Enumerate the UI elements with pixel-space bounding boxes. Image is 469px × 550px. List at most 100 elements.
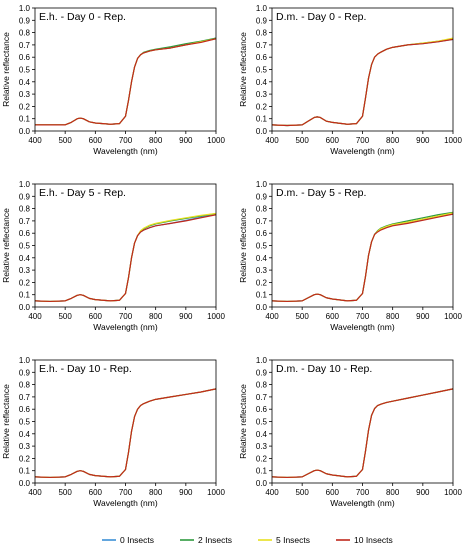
y-tick-label: 0.9	[256, 16, 268, 25]
y-tick-label: 0.5	[19, 242, 31, 251]
panel-title: D.m. - Day 0 - Rep.	[276, 11, 366, 23]
chart-panel: D.m. - Day 5 - Rep. 400 500 600 700 800 900 100…	[238, 180, 462, 332]
y-tick-label: 0.9	[19, 192, 31, 201]
series-line	[271, 388, 454, 479]
legend-item: 2 Insects	[180, 535, 232, 545]
y-tick-label: 0.9	[19, 368, 31, 377]
plot-frame	[34, 7, 217, 132]
y-tick-label: 1.0	[19, 356, 31, 365]
y-tick-label: 0.9	[19, 16, 31, 25]
y-tick-label: 0.2	[256, 454, 268, 463]
y-tick-label: 0.1	[19, 115, 31, 124]
y-tick-label: 0.4	[256, 430, 268, 439]
x-axis-label: Wavelength (nm)	[330, 498, 395, 508]
panel-title: E.h. - Day 5 - Rep.	[39, 187, 126, 199]
y-tick-label: 1.0	[19, 4, 31, 13]
series-line	[271, 37, 454, 127]
y-tick-label: 0.8	[256, 381, 268, 390]
x-tick-label: 900	[179, 312, 193, 321]
x-tick-label: 600	[326, 488, 340, 497]
series-line	[271, 388, 454, 479]
x-tick-label: 700	[356, 136, 370, 145]
x-tick-label: 400	[28, 136, 42, 145]
x-tick-label: 700	[119, 136, 133, 145]
y-tick-label: 0.0	[19, 479, 31, 488]
y-tick-label: 0.8	[256, 29, 268, 38]
y-tick-label: 0.0	[256, 479, 268, 488]
series-line	[35, 37, 217, 126]
plot-frame	[34, 359, 217, 484]
x-axis-label: Wavelength (nm)	[330, 322, 395, 332]
y-tick-label: 0.6	[19, 229, 31, 238]
series-line	[271, 213, 454, 303]
series-line	[34, 213, 217, 303]
x-tick-label: 1000	[444, 136, 462, 145]
x-tick-label: 700	[119, 488, 133, 497]
panel-title: D.m. - Day 10 - Rep.	[276, 363, 372, 375]
x-tick-label: 800	[149, 136, 163, 145]
x-tick-label: 1000	[444, 488, 462, 497]
y-tick-label: 0.4	[19, 254, 31, 263]
y-tick-label: 0.5	[19, 418, 31, 427]
x-tick-label: 400	[28, 312, 42, 321]
y-axis-label: Relative reflectance	[1, 384, 11, 459]
plot-frame	[271, 183, 454, 308]
y-tick-label: 0.4	[19, 78, 31, 87]
y-tick-label: 0.5	[256, 418, 268, 427]
y-tick-label: 0.3	[19, 442, 31, 451]
series-line	[271, 211, 454, 303]
legend-item: 5 Insects	[258, 535, 310, 545]
x-tick-label: 400	[265, 488, 279, 497]
y-tick-label: 0.9	[256, 192, 268, 201]
x-tick-label: 700	[356, 312, 370, 321]
y-tick-label: 1.0	[256, 180, 268, 189]
chart-panel: E.h. - Day 5 - Rep. 400 500 600 700 800 900 100…	[1, 180, 225, 332]
legend-item: 10 Insects	[336, 535, 393, 545]
legend-label: 5 Insects	[276, 535, 310, 545]
y-tick-label: 0.8	[256, 205, 268, 214]
legend-label: 0 Insects	[120, 535, 154, 545]
plot-frame	[34, 183, 217, 308]
y-tick-label: 0.3	[256, 442, 268, 451]
y-axis-label: Relative reflectance	[1, 32, 11, 107]
x-tick-label: 800	[386, 312, 400, 321]
y-tick-label: 0.2	[256, 278, 268, 287]
x-tick-label: 600	[326, 312, 340, 321]
panel-title: E.h. - Day 10 - Rep.	[39, 363, 132, 375]
x-axis-label: Wavelength (nm)	[93, 322, 158, 332]
chart-panel: D.m. - Day 10 - Rep. 400 500 600 700 800 900 10…	[238, 356, 462, 508]
x-tick-label: 500	[58, 312, 72, 321]
x-tick-label: 700	[356, 488, 370, 497]
y-tick-label: 0.3	[19, 90, 31, 99]
x-tick-label: 500	[295, 136, 309, 145]
x-axis-label: Wavelength (nm)	[330, 146, 395, 156]
y-tick-label: 0.6	[256, 405, 268, 414]
x-tick-label: 800	[386, 488, 400, 497]
legend-item: 0 Insects	[102, 535, 154, 545]
x-tick-label: 400	[28, 488, 42, 497]
series-line	[34, 212, 217, 303]
series-line	[35, 38, 217, 126]
y-tick-label: 0.1	[19, 291, 31, 300]
series-line	[271, 212, 454, 303]
panels: E.h. - Day 0 - Rep. 400 500 600 700 800 900 100…	[1, 4, 462, 508]
series-line	[271, 212, 454, 303]
x-tick-label: 500	[58, 136, 72, 145]
series-line	[35, 37, 217, 126]
series-line	[34, 388, 217, 479]
y-tick-label: 0.7	[256, 41, 268, 50]
y-axis-label: Relative reflectance	[238, 208, 248, 283]
x-tick-label: 700	[119, 312, 133, 321]
y-tick-label: 0.7	[19, 217, 31, 226]
series-line	[271, 38, 454, 127]
x-tick-label: 900	[179, 488, 193, 497]
series-line	[271, 38, 454, 127]
x-axis-label: Wavelength (nm)	[93, 498, 158, 508]
y-tick-label: 0.7	[256, 217, 268, 226]
series-line	[34, 388, 217, 479]
y-axis-label: Relative reflectance	[238, 32, 248, 107]
y-tick-label: 0.2	[19, 278, 31, 287]
y-axis-label: Relative reflectance	[238, 384, 248, 459]
y-tick-label: 0.8	[19, 381, 31, 390]
series-line	[34, 388, 217, 479]
